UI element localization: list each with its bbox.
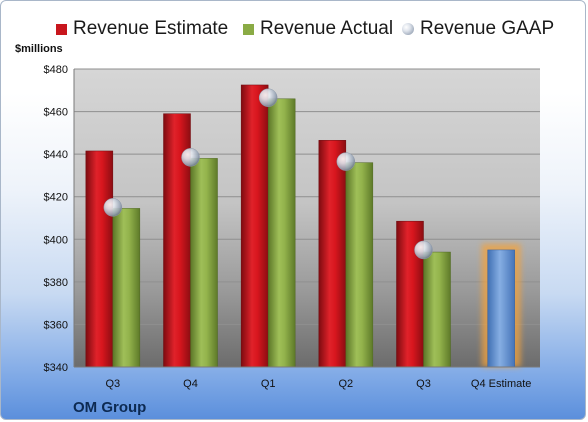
marker-revenue-gaap xyxy=(336,152,356,171)
legend-label-revenue-actual: Revenue Actual xyxy=(260,18,394,39)
legend-item-revenue-actual: Revenue Actual xyxy=(243,15,393,43)
y-axis-unit-label: $millions xyxy=(15,43,63,55)
plot-area xyxy=(74,69,540,367)
company-name: OM Group xyxy=(73,399,147,416)
bar-revenue-estimate xyxy=(240,84,269,368)
y-tick-label: $460 xyxy=(44,107,68,119)
bar-revenue-estimate xyxy=(163,113,191,368)
y-tick-label: $340 xyxy=(44,362,68,374)
marker-revenue-gaap xyxy=(103,198,123,217)
x-tick-label: Q3 xyxy=(105,378,120,390)
y-tick-label: $360 xyxy=(44,319,68,331)
legend-swatch-revenue-actual xyxy=(243,23,254,35)
x-tick-label: Q3 xyxy=(416,378,431,390)
bar-revenue-actual xyxy=(345,162,374,368)
x-tick-label: Q4 xyxy=(183,378,198,390)
y-axis: $340 $360 $380 $400 $420 $440 $460 $480 xyxy=(44,64,75,374)
legend-label-revenue-gaap: Revenue GAAP xyxy=(420,18,555,39)
x-tick-label: Q4 Estimate xyxy=(471,378,532,390)
legend-marker-revenue-gaap xyxy=(402,23,414,35)
bar-revenue-actual xyxy=(267,98,296,368)
bar-revenue-actual xyxy=(112,208,141,368)
bars xyxy=(85,84,521,368)
legend: Revenue Estimate Revenue Actual Revenue … xyxy=(1,15,585,43)
bar-revenue-estimate xyxy=(85,150,114,368)
legend-item-revenue-gaap: Revenue GAAP xyxy=(402,15,554,43)
bar-revenue-actual xyxy=(423,251,451,368)
x-axis: Q3 Q4 Q1 Q2 Q3 Q4 Estimate xyxy=(74,366,540,390)
legend-label-revenue-estimate: Revenue Estimate xyxy=(73,18,229,39)
bar-q4-estimate xyxy=(487,249,515,368)
y-tick-label: $400 xyxy=(44,234,68,246)
y-tick-label: $420 xyxy=(44,192,68,204)
bar-revenue-estimate xyxy=(318,140,347,368)
marker-revenue-gaap xyxy=(258,88,278,107)
marker-revenue-gaap xyxy=(181,148,200,167)
bar-revenue-actual xyxy=(190,158,218,368)
x-tick-label: Q1 xyxy=(261,378,276,390)
x-tick-label: Q2 xyxy=(338,378,353,390)
marker-revenue-gaap xyxy=(414,240,433,260)
y-tick-label: $380 xyxy=(44,277,68,289)
y-tick-label: $480 xyxy=(44,64,68,76)
y-tick-label: $440 xyxy=(44,149,68,161)
legend-swatch-revenue-estimate xyxy=(56,23,67,35)
legend-item-revenue-estimate: Revenue Estimate xyxy=(56,15,228,43)
